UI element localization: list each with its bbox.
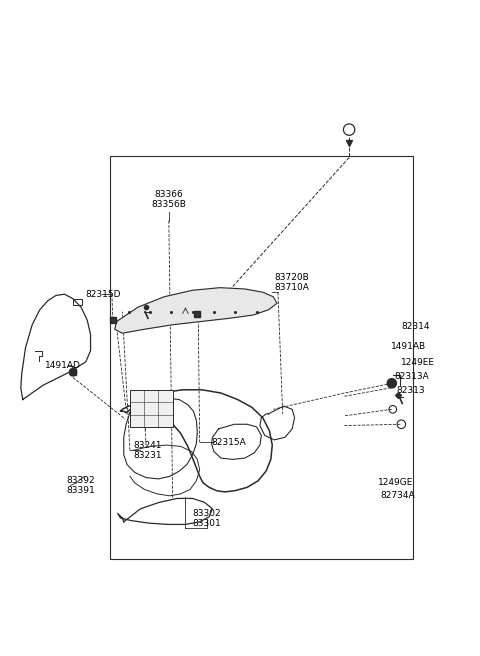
Text: 1491AB: 1491AB [391, 342, 426, 351]
Bar [130, 390, 173, 427]
Text: 82313A: 82313A [394, 372, 429, 380]
Text: 83241
83231: 83241 83231 [133, 441, 162, 460]
Text: 82315A: 82315A [212, 438, 246, 447]
Text: 83302
83301: 83302 83301 [192, 509, 221, 528]
Text: 82313: 82313 [396, 386, 425, 395]
Polygon shape [115, 288, 277, 333]
Text: 83392
83391: 83392 83391 [67, 476, 96, 495]
Text: 1249EE: 1249EE [401, 358, 435, 367]
Text: 83720B
83710A: 83720B 83710A [274, 273, 309, 292]
Text: 82734A: 82734A [380, 491, 415, 501]
Circle shape [387, 379, 396, 388]
Text: 82314: 82314 [401, 322, 430, 331]
Text: 1249LB: 1249LB [137, 418, 170, 427]
Text: 83366
83356B: 83366 83356B [151, 190, 186, 209]
Text: 1249GE: 1249GE [378, 478, 413, 487]
Bar [109, 155, 413, 559]
Text: 1491AD: 1491AD [45, 361, 81, 370]
Text: 82315D: 82315D [86, 290, 121, 298]
